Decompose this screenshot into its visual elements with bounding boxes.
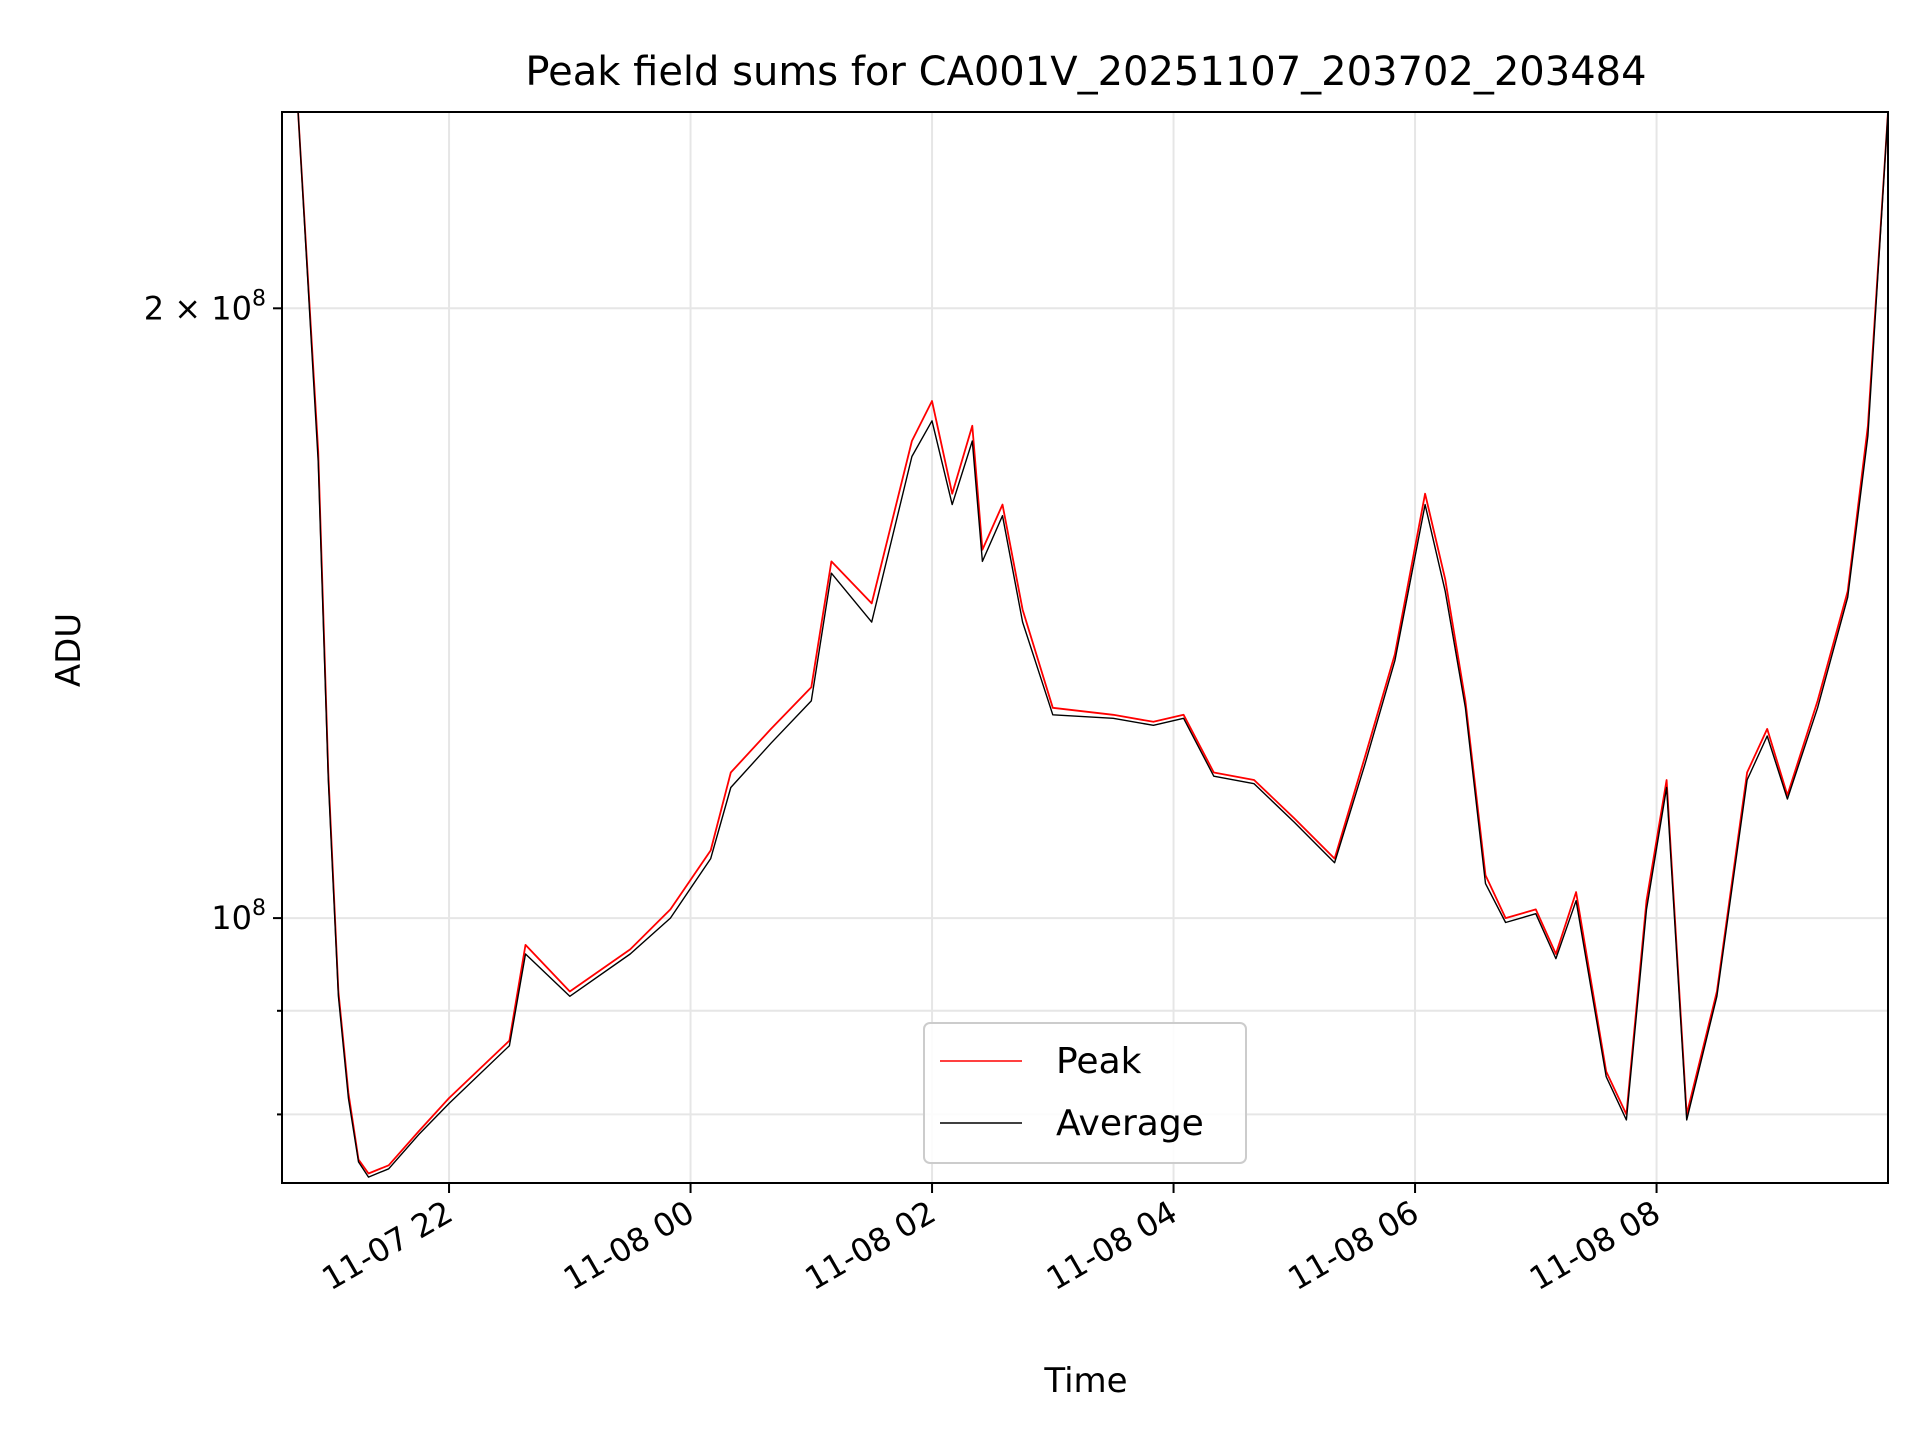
legend-peak-label: Peak [1056,1041,1142,1082]
series-average-line [297,112,1888,1178]
grid-layer [282,112,1888,1183]
y-tick-label: 2 × 108 [144,286,266,327]
y-axis-label: ADU [49,613,89,687]
x-axis-label: Time [1043,1361,1127,1401]
legend: Peak Average [923,1022,1247,1164]
legend-box [923,1022,1247,1164]
plot-frame [281,111,1889,1184]
chart-title: Peak field sums for CA001V_20251107_2037… [525,49,1646,95]
y-tick-label: 108 [211,896,266,937]
legend-average-label: Average [1056,1103,1204,1144]
series-layer [297,112,1888,1178]
series-peak-line [297,112,1888,1175]
